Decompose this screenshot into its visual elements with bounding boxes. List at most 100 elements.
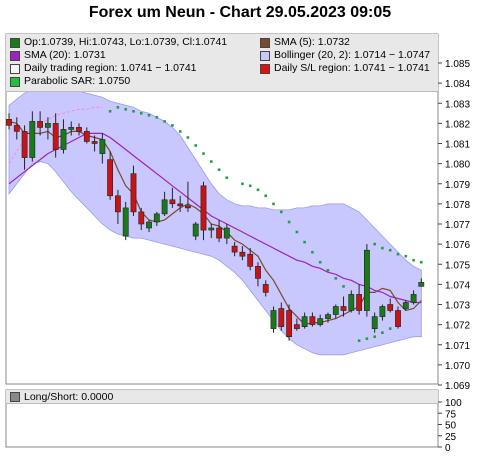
sar-dot bbox=[163, 120, 166, 123]
candle-body bbox=[76, 127, 82, 132]
sar-dot bbox=[108, 110, 112, 113]
sar-dot bbox=[381, 246, 384, 250]
legend-daily-sl: Daily S/L region: 1.0741 − 1.0741 bbox=[256, 62, 430, 75]
legend-bollinger: Bollinger (20, 2): 1.0714 − 1.0747 bbox=[256, 49, 430, 62]
sar-dot bbox=[210, 160, 213, 163]
sar-dot bbox=[420, 260, 423, 264]
sar-dot bbox=[171, 124, 174, 127]
long-short-tick-label: 75 bbox=[445, 409, 457, 420]
candle-body bbox=[332, 306, 339, 315]
candle-body bbox=[68, 127, 75, 130]
sar-dot bbox=[140, 112, 143, 115]
candle-body bbox=[410, 294, 417, 303]
sar-dot bbox=[396, 252, 400, 256]
price-tick-label: 1.083 bbox=[445, 99, 470, 110]
candle-body bbox=[325, 314, 331, 319]
price-tick-label: 1.077 bbox=[445, 220, 470, 231]
candle-body bbox=[185, 205, 191, 209]
price-tick-label: 1.080 bbox=[445, 160, 470, 171]
price-tick-label: 1.078 bbox=[445, 200, 470, 211]
long-short-tick-label: 0 bbox=[445, 443, 451, 454]
price-tick-label: 1.085 bbox=[445, 59, 470, 70]
candle-body bbox=[239, 251, 246, 257]
candle-body bbox=[13, 125, 20, 132]
sar-dot bbox=[132, 110, 135, 113]
candle-body bbox=[348, 294, 355, 311]
candle-body bbox=[200, 185, 207, 231]
sar-dot bbox=[412, 258, 415, 262]
bollinger-swatch-icon bbox=[260, 50, 270, 61]
legend: Op:1.0739, Hi:1.0743, Lo:1.0739, Cl:1.07… bbox=[6, 34, 438, 92]
sar-dot bbox=[373, 335, 376, 338]
sar-dot bbox=[318, 260, 322, 264]
sar-dot bbox=[303, 240, 306, 244]
sar-dot bbox=[381, 331, 384, 334]
candle-body bbox=[146, 221, 152, 229]
main-plot-area bbox=[6, 84, 425, 356]
candle-body bbox=[52, 123, 59, 150]
legend-daily-trading: Daily trading region: 1.0741 − 1.0741 bbox=[6, 62, 256, 75]
price-tick-label: 1.076 bbox=[445, 240, 470, 251]
legend-sma20: SMA (20): 1.0731 bbox=[6, 49, 256, 62]
sar-dot bbox=[326, 269, 330, 272]
candle-body bbox=[208, 227, 215, 231]
sar-dot bbox=[248, 184, 252, 188]
sar-dot bbox=[280, 210, 283, 214]
sar-dot bbox=[404, 254, 408, 258]
long-short-tick-label: 50 bbox=[445, 421, 457, 432]
sar-dot bbox=[342, 285, 345, 288]
sar-dot bbox=[256, 188, 260, 192]
candle-body bbox=[309, 316, 316, 325]
candle-body bbox=[371, 316, 378, 330]
candle-body bbox=[130, 173, 137, 213]
sar-dot bbox=[155, 116, 159, 119]
price-tick-label: 1.079 bbox=[445, 180, 470, 191]
candle-body bbox=[255, 265, 261, 279]
sar-dot bbox=[334, 277, 338, 280]
sar-dot bbox=[373, 242, 376, 246]
sar-dot bbox=[217, 168, 221, 171]
candle-body bbox=[223, 227, 230, 239]
long-short-legend: Long/Short: 0.0000 bbox=[6, 390, 438, 404]
candle-body bbox=[161, 199, 168, 215]
ohlc-swatch-icon bbox=[10, 37, 20, 48]
candle-body bbox=[115, 195, 121, 213]
candle-body bbox=[169, 199, 176, 205]
sar-dot bbox=[388, 327, 392, 330]
daily-trading-swatch-icon bbox=[10, 63, 20, 74]
price-tick-label: 1.071 bbox=[445, 341, 470, 352]
sar-dot bbox=[287, 220, 291, 224]
candle-body bbox=[270, 310, 277, 329]
parabolic-sar-swatch-icon bbox=[10, 76, 20, 87]
candle-body bbox=[60, 129, 67, 150]
candle-body bbox=[262, 284, 269, 293]
sar-dot bbox=[388, 248, 392, 252]
candle-body bbox=[44, 123, 51, 128]
price-tick-label: 1.070 bbox=[445, 361, 470, 372]
sar-dot bbox=[295, 230, 299, 234]
candle-body bbox=[99, 139, 106, 154]
candle-body bbox=[340, 306, 347, 311]
candle-body bbox=[216, 227, 222, 239]
price-tick-label: 1.084 bbox=[445, 79, 470, 90]
long-short-swatch-icon bbox=[10, 391, 20, 402]
bollinger-band bbox=[8, 84, 422, 356]
daily-sl-swatch-icon bbox=[260, 63, 270, 74]
candle-body bbox=[247, 253, 254, 267]
candle-body bbox=[387, 304, 394, 311]
price-tick-label: 1.072 bbox=[445, 321, 470, 332]
sar-dot bbox=[202, 152, 205, 155]
candle-body bbox=[317, 318, 324, 325]
sar-dot bbox=[116, 106, 120, 109]
candle-body bbox=[356, 294, 362, 311]
chart-title: Forex um Neun - Chart 29.05.2023 09:05 bbox=[88, 4, 392, 21]
candle-body bbox=[402, 302, 409, 309]
long-short-tick-label: 25 bbox=[445, 432, 457, 443]
sar-dot bbox=[124, 108, 127, 111]
price-tick-label: 1.081 bbox=[445, 140, 470, 151]
candle-body bbox=[107, 159, 113, 197]
candle-body bbox=[6, 119, 12, 126]
sar-dot bbox=[357, 339, 361, 342]
